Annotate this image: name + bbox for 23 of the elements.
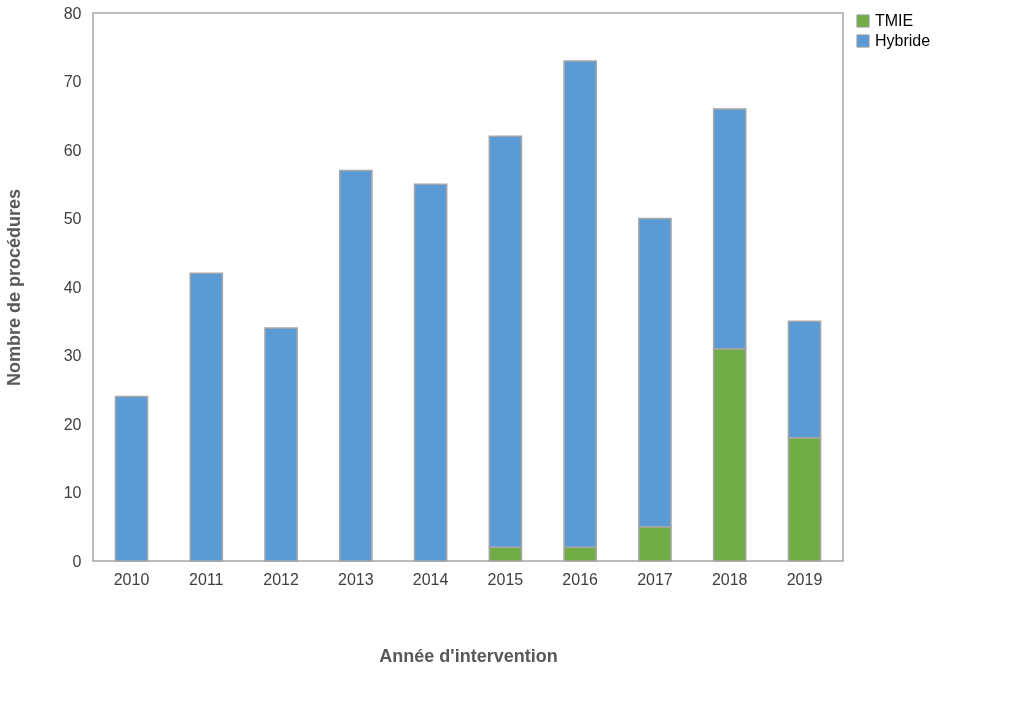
x-tick-label: 2010 — [113, 570, 150, 588]
y-tick-label: 60 — [63, 141, 82, 159]
y-tick-label: 50 — [63, 210, 82, 227]
x-axis-title: Année d'intervention — [379, 645, 558, 666]
y-tick-label: 30 — [63, 347, 82, 364]
x-tick-label: 2012 — [263, 570, 299, 588]
y-tick-label: 0 — [72, 552, 82, 570]
y-tick-label: 20 — [63, 415, 82, 433]
x-tick-label: 2017 — [637, 570, 673, 588]
y-tick-label: 10 — [63, 484, 82, 501]
x-tick-label: 2019 — [786, 570, 823, 588]
legend-label: Hybride — [875, 32, 931, 49]
y-tick-label: 80 — [63, 4, 82, 22]
legend-label: TMIE — [875, 12, 914, 29]
x-tick-label: 2014 — [412, 570, 449, 588]
x-tick-label: 2018 — [711, 570, 748, 588]
x-tick-label: 2011 — [189, 570, 224, 588]
x-tick-label: 2013 — [338, 570, 374, 588]
y-axis-title: Nombre de procédures — [3, 188, 24, 387]
y-tick-label: 70 — [63, 73, 82, 90]
x-tick-label: 2015 — [487, 570, 524, 588]
x-tick-label: 2016 — [562, 570, 599, 588]
y-tick-label: 40 — [63, 278, 82, 296]
